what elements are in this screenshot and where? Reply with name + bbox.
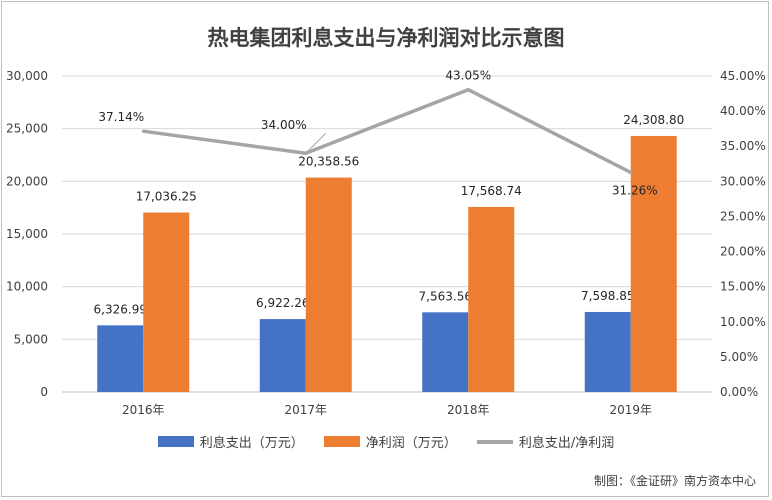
ratio-line — [143, 87, 632, 175]
legend-label-interest: 利息支出（万元） — [199, 436, 304, 451]
data-label-interest: 7,563.56 — [419, 289, 472, 303]
bar-profit — [143, 212, 190, 392]
y-left-tick-label: 20,000 — [6, 174, 48, 188]
y-right-tick-label: 20.00% — [720, 245, 766, 259]
y-right-tick-label: 10.00% — [720, 315, 766, 329]
y-left-tick-label: 5,000 — [14, 332, 48, 346]
data-label-interest: 7,598.85 — [581, 289, 634, 303]
data-label-profit: 17,036.25 — [136, 190, 197, 204]
legend-label-profit: 净利润（万元） — [365, 436, 457, 451]
bar-profit — [468, 206, 515, 392]
data-label-ratio: 43.05% — [445, 69, 491, 83]
y-left-tick-label: 10,000 — [6, 280, 48, 294]
y-left-tick-label: 15,000 — [6, 227, 48, 241]
y-left-tick-label: 0 — [40, 385, 48, 399]
x-tick-label: 2018年 — [447, 403, 490, 417]
legend-item-interest: 利息支出（万元） — [157, 432, 304, 451]
bar-interest — [259, 319, 306, 392]
data-label-interest: 6,326.99 — [94, 302, 147, 316]
y-right-tick-label: 5.00% — [720, 350, 758, 364]
ratio-point — [141, 129, 145, 133]
legend-item-profit: 净利润（万元） — [323, 432, 457, 451]
data-label-ratio: 31.26% — [612, 183, 658, 197]
data-label-ratio: 37.14% — [98, 110, 144, 124]
y-right-tick-label: 40.00% — [720, 104, 766, 118]
y-right-tick-label: 45.00% — [720, 69, 766, 83]
bar-interest — [97, 325, 144, 392]
y-left-tick-label: 25,000 — [6, 122, 48, 136]
ratio-point — [629, 170, 633, 174]
y-right-tick-label: 30.00% — [720, 174, 766, 188]
source-note: 制图：《金证研》南方资本中心 — [593, 474, 756, 488]
ratio-label-leader — [305, 132, 327, 154]
data-label-profit: 24,308.80 — [623, 113, 684, 127]
legend-swatch-profit — [323, 436, 360, 447]
data-label-profit: 20,358.56 — [298, 155, 359, 169]
legend-item-ratio: 利息支出/净利润 — [476, 432, 615, 451]
chart-title: 热电集团利息支出与净利润对比示意图 — [207, 26, 565, 50]
y-right-tick-label: 35.00% — [720, 139, 766, 153]
bar-interest — [422, 312, 469, 392]
y-right-tick-label: 0.00% — [720, 385, 758, 399]
legend-swatch-ratio — [476, 439, 513, 444]
data-label-interest: 6,922.26 — [256, 296, 309, 310]
bar-profit — [305, 177, 352, 392]
chart-legend: 利息支出（万元） 净利润（万元） 利息支出/净利润 — [0, 432, 772, 451]
y-right-tick-label: 15.00% — [720, 280, 766, 294]
legend-label-ratio: 利息支出/净利润 — [518, 436, 615, 451]
y-right-tick-label: 25.00% — [720, 209, 766, 223]
legend-swatch-interest — [157, 436, 194, 447]
x-tick-label: 2016年 — [122, 403, 165, 417]
bar-profit — [630, 135, 677, 392]
data-label-profit: 17,568.74 — [461, 184, 522, 198]
ratio-point — [466, 88, 470, 92]
data-label-ratio: 34.00% — [261, 118, 307, 132]
x-tick-label: 2019年 — [609, 403, 652, 417]
x-tick-label: 2017年 — [284, 403, 327, 417]
bar-interest — [584, 311, 631, 392]
y-left-tick-label: 30,000 — [6, 69, 48, 83]
